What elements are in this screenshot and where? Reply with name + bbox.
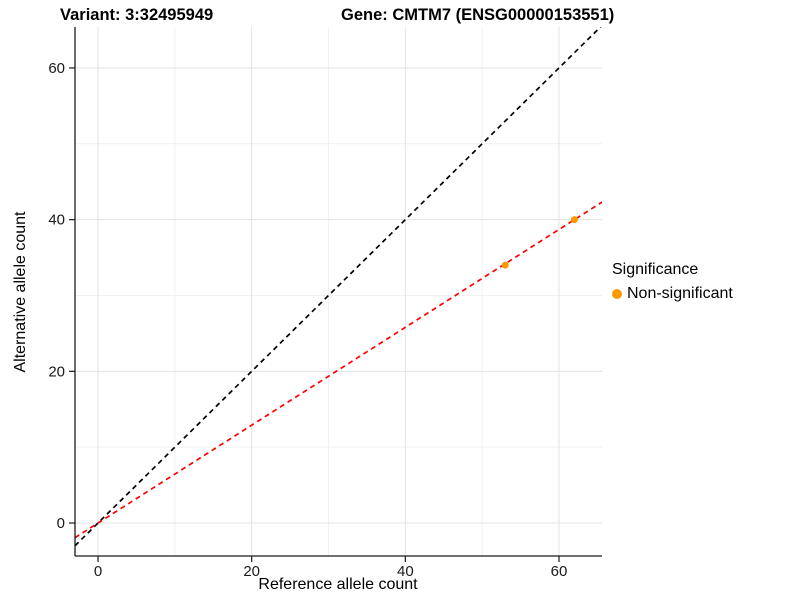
data-point-0	[501, 261, 509, 269]
plot-title-variant: Variant: 3:32495949	[60, 6, 214, 24]
fit-line	[75, 201, 602, 539]
y-tick-label-0: 0	[57, 515, 65, 532]
identity-line	[75, 27, 602, 547]
x-tick-label-40: 40	[397, 563, 414, 580]
legend-title: Significance	[612, 261, 699, 278]
y-tick-label-60: 60	[48, 60, 65, 77]
data-point-1	[570, 216, 578, 224]
x-axis-title: Reference allele count	[258, 576, 418, 593]
legend-point-icon	[612, 289, 622, 299]
legend: Significance Non-significant	[612, 261, 733, 303]
y-tick-label-20: 20	[48, 363, 65, 380]
legend-item-label: Non-significant	[627, 285, 733, 302]
y-tick-label-40: 40	[48, 212, 65, 229]
x-tick-label-60: 60	[551, 563, 568, 580]
x-tick-label-20: 20	[243, 563, 260, 580]
legend-item-non-significant: Non-significant	[612, 285, 733, 303]
plot-title-gene: Gene: CMTM7 (ENSG00000153551)	[341, 6, 615, 24]
x-tick-label-0: 0	[94, 563, 102, 580]
